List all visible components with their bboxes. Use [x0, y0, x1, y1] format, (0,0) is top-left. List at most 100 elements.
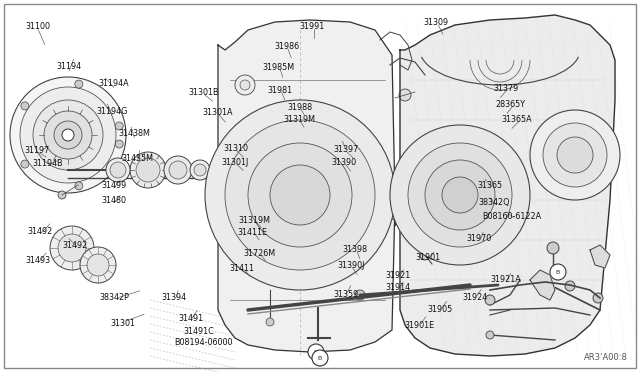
Text: 28365Y: 28365Y: [496, 100, 525, 109]
Text: 31309: 31309: [424, 18, 449, 27]
Text: 31390: 31390: [332, 158, 357, 167]
Text: 31970: 31970: [466, 234, 492, 243]
Circle shape: [21, 160, 29, 168]
Text: 31988: 31988: [287, 103, 312, 112]
Polygon shape: [530, 270, 555, 300]
Circle shape: [248, 143, 352, 247]
Text: B08160-6122A: B08160-6122A: [483, 212, 541, 221]
Polygon shape: [590, 245, 610, 268]
Circle shape: [565, 281, 575, 291]
Circle shape: [115, 122, 124, 130]
Circle shape: [130, 152, 166, 188]
Circle shape: [594, 256, 602, 264]
Circle shape: [420, 250, 430, 260]
Text: 31986: 31986: [274, 42, 300, 51]
Circle shape: [80, 247, 116, 283]
Text: 31981: 31981: [268, 86, 293, 94]
Text: 31480: 31480: [101, 196, 127, 205]
Circle shape: [44, 111, 92, 159]
Circle shape: [550, 264, 566, 280]
Text: 31301B: 31301B: [188, 88, 219, 97]
Circle shape: [110, 162, 126, 178]
Text: 31411E: 31411E: [238, 228, 268, 237]
Circle shape: [10, 77, 126, 193]
Circle shape: [33, 100, 103, 170]
Circle shape: [390, 125, 530, 265]
Text: 31491C: 31491C: [183, 327, 214, 336]
Circle shape: [75, 182, 83, 190]
Text: 31901: 31901: [415, 253, 440, 262]
Text: B08194-06000: B08194-06000: [174, 339, 233, 347]
Circle shape: [106, 158, 130, 182]
Text: 31194A: 31194A: [99, 79, 129, 88]
Text: 31398: 31398: [342, 246, 368, 254]
Text: AR3’A00:8: AR3’A00:8: [584, 353, 628, 362]
Circle shape: [20, 87, 116, 183]
Text: 31924: 31924: [462, 293, 488, 302]
Text: 31411: 31411: [229, 264, 255, 273]
Circle shape: [50, 226, 94, 270]
Text: 31365A: 31365A: [502, 115, 532, 124]
Circle shape: [21, 102, 29, 110]
Circle shape: [390, 210, 400, 220]
Text: 31492: 31492: [27, 227, 52, 236]
Circle shape: [425, 160, 495, 230]
Circle shape: [58, 234, 86, 262]
Text: 31491: 31491: [178, 314, 204, 323]
Text: 31921: 31921: [385, 271, 411, 280]
Text: B: B: [314, 350, 318, 355]
Circle shape: [485, 295, 495, 305]
Text: 31492: 31492: [63, 241, 88, 250]
Circle shape: [399, 89, 411, 101]
Text: 31194B: 31194B: [33, 159, 63, 168]
Text: 31438M: 31438M: [118, 129, 150, 138]
Text: 31914: 31914: [385, 283, 411, 292]
Text: 31726M: 31726M: [243, 249, 275, 258]
Text: 31394: 31394: [161, 293, 187, 302]
Circle shape: [530, 110, 620, 200]
Circle shape: [270, 165, 330, 225]
Circle shape: [87, 254, 109, 276]
Circle shape: [543, 123, 607, 187]
Text: 31435M: 31435M: [122, 154, 154, 163]
Circle shape: [225, 120, 375, 270]
Polygon shape: [400, 15, 615, 356]
Text: 31301A: 31301A: [202, 108, 233, 117]
Circle shape: [164, 156, 192, 184]
Circle shape: [312, 350, 328, 366]
Text: 31319M: 31319M: [284, 115, 316, 124]
Circle shape: [308, 344, 324, 360]
Text: 31359: 31359: [333, 290, 358, 299]
Text: 31397: 31397: [333, 145, 358, 154]
Polygon shape: [218, 20, 395, 352]
Circle shape: [54, 121, 82, 149]
Circle shape: [593, 293, 603, 303]
Text: 31301J: 31301J: [222, 158, 249, 167]
Circle shape: [266, 318, 274, 326]
Circle shape: [205, 100, 395, 290]
Text: 31310: 31310: [223, 144, 248, 153]
Text: 31985M: 31985M: [262, 63, 294, 72]
Text: 31319M: 31319M: [239, 216, 271, 225]
Circle shape: [534, 274, 542, 282]
Circle shape: [75, 80, 83, 88]
Circle shape: [240, 80, 250, 90]
Text: 31194: 31194: [56, 62, 82, 71]
Circle shape: [355, 290, 365, 300]
Circle shape: [58, 191, 66, 199]
Text: 31197: 31197: [24, 146, 50, 155]
Text: 38342Q: 38342Q: [478, 198, 510, 207]
Text: 31379: 31379: [493, 84, 518, 93]
Text: 31921A: 31921A: [490, 275, 521, 284]
Text: 31100: 31100: [26, 22, 51, 31]
Circle shape: [547, 242, 559, 254]
Circle shape: [442, 177, 478, 213]
Circle shape: [408, 143, 512, 247]
Text: B: B: [318, 356, 322, 360]
Circle shape: [115, 140, 124, 148]
Text: B: B: [556, 269, 560, 275]
Circle shape: [557, 137, 593, 173]
Text: 31390J: 31390J: [337, 262, 364, 270]
Text: 31905: 31905: [428, 305, 453, 314]
Text: 31194G: 31194G: [96, 107, 128, 116]
